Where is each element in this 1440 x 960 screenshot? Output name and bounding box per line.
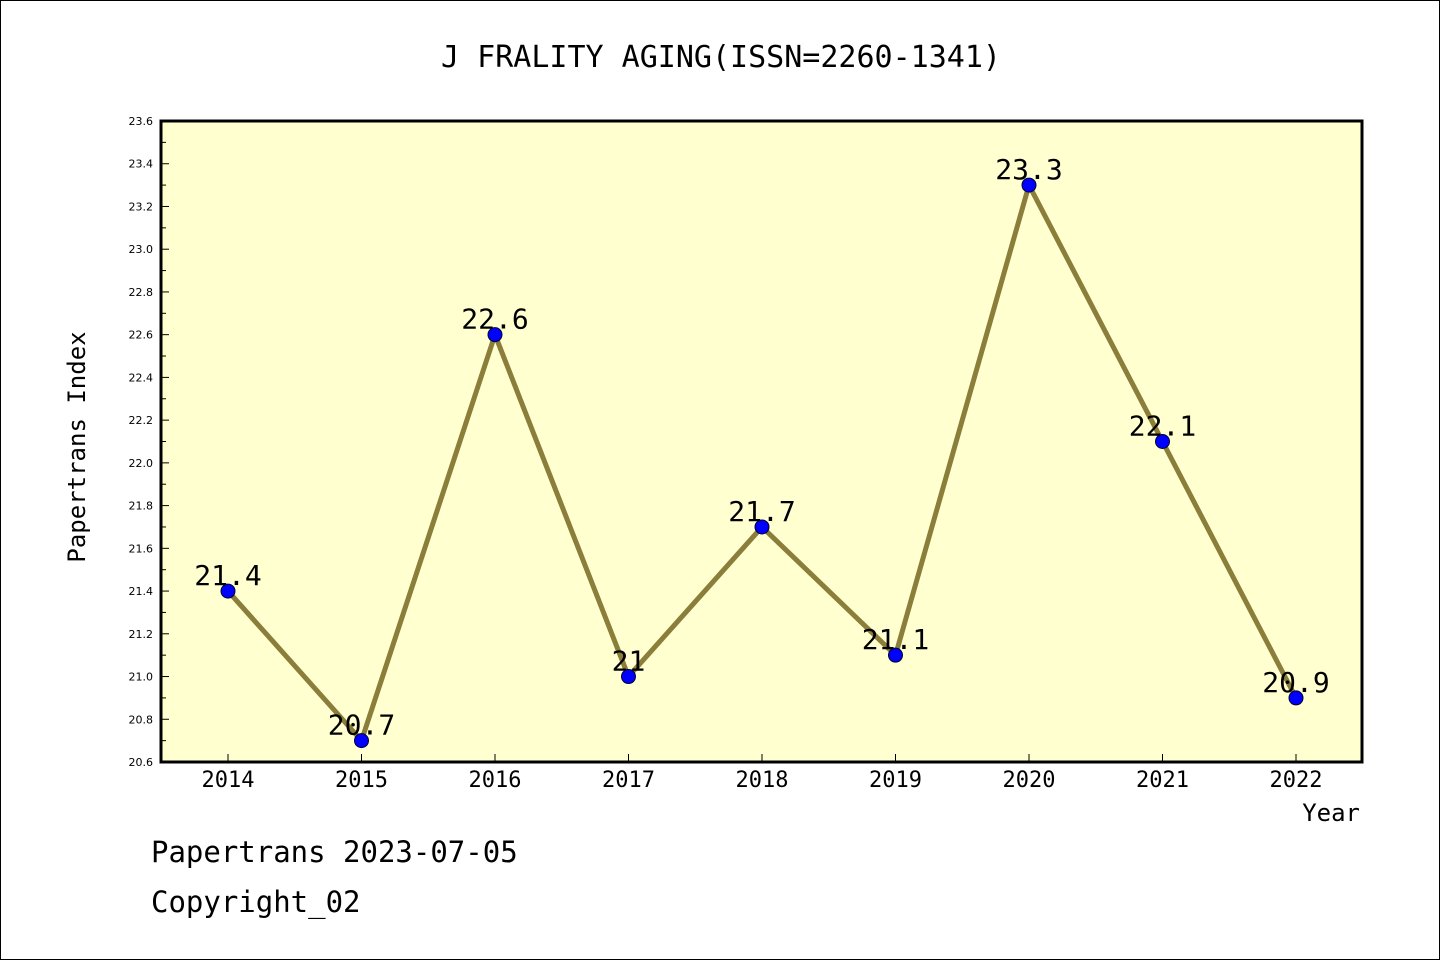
y-tick-label: 22.0 [129,457,154,470]
y-tick-label: 23.4 [129,158,154,171]
x-axis-label: Year [1302,799,1360,827]
data-label: 23.3 [995,153,1062,186]
series-layer: 21.4 20.7 22.6 21 21.7 21.1 23.3 22.1 20.9 [194,153,1330,749]
y-tick-label: 21.6 [129,542,154,555]
x-tick-label: 2017 [602,768,655,793]
x-tick-label: 2016 [469,768,522,793]
data-point [354,733,369,749]
data-label: 22.1 [1129,410,1196,443]
data-label: 22.6 [461,303,528,336]
y-tick-label: 23.0 [129,243,154,256]
data-label: 21.4 [194,559,261,592]
y-tick-label: 22.8 [129,286,154,299]
y-tick-label: 21.2 [129,628,154,641]
y-tick-label: 20.8 [129,713,154,726]
x-tick-label: 2021 [1136,768,1189,793]
chart-title: J FRALITY AGING(ISSN=2260-1341) [441,40,1001,75]
data-point [888,647,903,663]
x-tick-label: 2015 [335,768,388,793]
y-tick-label: 21.0 [129,671,154,684]
data-label: 21 [612,645,646,678]
y-tick-label: 22.2 [129,414,154,427]
data-point [487,327,503,343]
footer-copyright: Copyright_02 [151,885,361,919]
y-axis: 20.6 20.8 21.0 21.2 21.4 21.6 21.8 22.0 22.2 22.4… [129,115,169,769]
data-label: 21.1 [862,623,929,656]
y-tick-label: 22.6 [129,329,154,342]
y-axis-label: Papertrans Index [63,331,91,562]
data-point [1021,177,1037,193]
data-point [621,669,636,685]
data-label: 20.7 [328,709,395,742]
x-tick-label: 2014 [202,768,255,793]
x-tick-label: 2020 [1003,768,1056,793]
data-label: 21.7 [728,495,795,528]
y-tick-label: 21.8 [129,500,154,513]
data-point [220,583,236,599]
y-tick-label: 22.4 [129,371,154,384]
data-label: 20.9 [1262,666,1329,699]
y-tick-label: 20.6 [129,756,154,769]
footer-date: Papertrans 2023-07-05 [151,835,518,869]
y-tick-label: 21.4 [129,585,154,598]
y-tick-label: 23.6 [129,115,154,128]
x-tick-label: 2022 [1270,768,1323,793]
data-point [1288,690,1304,706]
data-point [754,519,770,535]
data-point [1155,434,1170,449]
x-tick-label: 2018 [736,768,789,793]
y-tick-label: 23.2 [129,200,154,213]
x-tick-label: 2019 [869,768,922,793]
x-axis: 2014 2015 2016 2017 2018 2019 2020 2021 2022 [202,754,1323,793]
